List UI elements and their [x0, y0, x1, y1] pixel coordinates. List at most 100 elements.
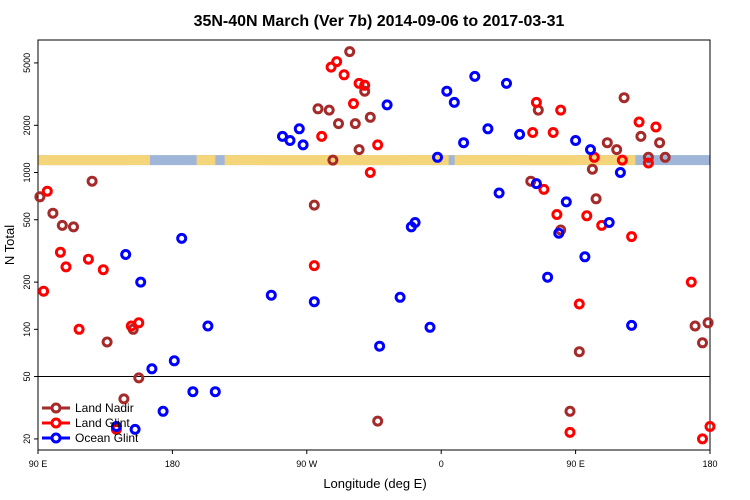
data-point	[573, 298, 585, 310]
y-axis-ticks: 20 50 100 200 500 1000 2000 5000	[22, 53, 38, 444]
data-point	[560, 196, 572, 208]
data-point	[202, 320, 214, 332]
data-point	[372, 139, 384, 151]
y-tick-label: 200	[22, 275, 32, 290]
data-point	[704, 421, 716, 432]
data-point	[129, 423, 141, 435]
data-point	[530, 178, 542, 190]
y-axis-label: N Total	[2, 225, 17, 265]
data-point	[353, 144, 365, 156]
data-point	[146, 363, 158, 375]
data-point	[685, 276, 697, 288]
data-point	[133, 372, 145, 384]
data-point	[374, 340, 386, 352]
data-point	[538, 183, 550, 195]
plot-frame	[37, 39, 711, 451]
data-point	[626, 231, 638, 243]
data-point	[493, 187, 505, 199]
series-ocean-glint	[110, 70, 638, 435]
y-tick-label: 20	[22, 434, 32, 444]
data-point	[359, 79, 371, 91]
data-point	[364, 167, 376, 178]
y-tick-label: 1000	[22, 163, 32, 183]
data-point	[501, 77, 512, 89]
data-point	[60, 261, 72, 273]
data-point	[642, 151, 654, 163]
data-point	[581, 210, 593, 222]
data-point	[308, 199, 320, 211]
data-point	[56, 219, 68, 231]
data-point	[579, 251, 591, 263]
data-point	[448, 96, 460, 108]
legend-label: Ocean Glint	[75, 431, 139, 445]
data-point	[527, 127, 539, 138]
data-point	[331, 56, 343, 68]
map-strip-land	[196, 155, 216, 166]
y-tick-label: 500	[22, 212, 32, 227]
data-point	[650, 121, 662, 133]
data-point	[514, 128, 526, 140]
data-point	[441, 85, 453, 97]
y-tick-label: 2000	[22, 115, 32, 135]
legend-label: Land Glint	[75, 416, 130, 430]
x-tick-label: 180	[702, 459, 717, 469]
data-point	[633, 116, 645, 128]
data-point	[68, 221, 79, 233]
legend-label: Land Nadir	[75, 401, 134, 415]
y-tick-label: 5000	[22, 53, 32, 73]
data-point	[157, 405, 169, 417]
x-axis-ticks: 90 E 180 90 W 0 90 E 180	[29, 450, 718, 469]
data-point	[312, 103, 324, 115]
data-point	[542, 271, 554, 283]
data-point	[659, 151, 671, 163]
legend-item: Land Glint	[42, 416, 130, 430]
x-tick-label: 180	[165, 459, 180, 469]
data-point	[338, 69, 350, 81]
data-point	[551, 209, 563, 220]
data-point	[265, 289, 277, 301]
legend-marker	[50, 432, 62, 444]
data-point	[101, 336, 113, 348]
data-point	[86, 175, 98, 187]
x-tick-label: 90 E	[566, 459, 585, 469]
data-point	[530, 96, 542, 108]
data-point	[308, 260, 320, 272]
data-points	[34, 46, 716, 445]
x-tick-label: 90 W	[296, 459, 318, 469]
data-point	[110, 421, 122, 432]
data-point	[38, 285, 50, 297]
data-point	[409, 217, 421, 228]
data-point	[323, 104, 335, 116]
data-point	[73, 323, 85, 335]
data-point	[590, 193, 602, 205]
data-point	[458, 137, 470, 149]
data-point	[82, 253, 94, 265]
data-point	[120, 249, 132, 260]
data-point	[168, 355, 180, 367]
data-point	[359, 85, 371, 97]
data-point	[209, 386, 221, 398]
data-point	[635, 130, 647, 142]
data-point	[349, 118, 361, 130]
data-point	[344, 46, 356, 58]
data-point	[284, 135, 296, 146]
data-point	[555, 104, 567, 116]
data-point	[333, 118, 344, 130]
data-point	[601, 137, 613, 149]
data-point	[424, 321, 436, 333]
data-point	[553, 227, 565, 239]
legend-marker	[50, 402, 62, 414]
y-tick-label: 100	[22, 322, 32, 337]
data-point	[564, 426, 576, 438]
data-point	[381, 99, 393, 111]
data-point	[187, 386, 199, 398]
series-land-nadir	[34, 46, 714, 427]
map-strip-land	[454, 155, 575, 166]
x-axis-label: Longitude (deg E)	[323, 476, 426, 491]
x-tick-label: 0	[439, 459, 444, 469]
y-tick-label: 50	[22, 372, 32, 382]
x-tick-label: 90 E	[29, 459, 48, 469]
data-point	[97, 264, 109, 276]
